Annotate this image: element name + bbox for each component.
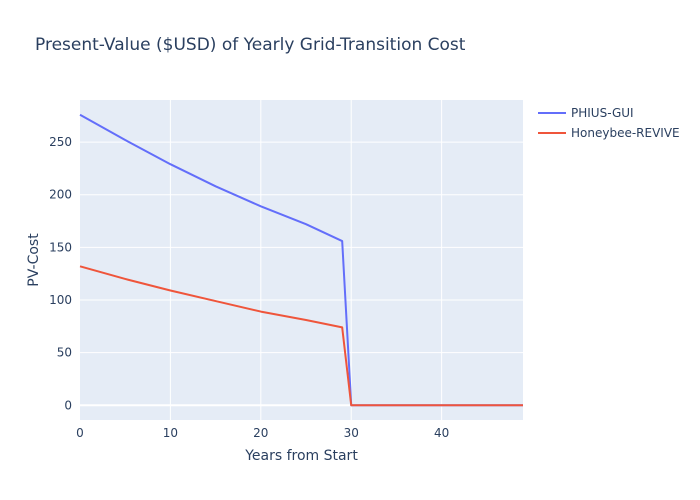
- y-axis-ticks: 0 50 100 150 200 250: [49, 135, 72, 412]
- y-tick-label: 50: [57, 346, 72, 360]
- series-line: [79, 265, 523, 407]
- y-tick-label: 200: [49, 188, 72, 202]
- x-axis-title: Years from Start: [244, 448, 358, 464]
- chart-title: Present-Value ($USD) of Yearly Grid-Tran…: [35, 35, 466, 55]
- x-tick-label: 20: [253, 426, 268, 440]
- legend: PHIUS-GUI Honeybee-REVIVE: [538, 106, 680, 140]
- legend-label: PHIUS-GUI: [571, 106, 634, 120]
- plot-area: [80, 100, 523, 420]
- x-tick-label: 0: [76, 426, 84, 440]
- y-tick-label: 150: [49, 240, 72, 254]
- y-axis-title: PV-Cost: [26, 233, 42, 287]
- legend-label: Honeybee-REVIVE: [571, 126, 680, 140]
- y-tick-label: 0: [64, 398, 72, 412]
- y-tick-label: 250: [49, 135, 72, 149]
- x-tick-label: 10: [163, 426, 178, 440]
- x-tick-label: 40: [434, 426, 449, 440]
- y-tick-label: 100: [49, 293, 72, 307]
- x-axis-ticks: 0 10 20 30 40: [76, 426, 449, 440]
- series-lines: [79, 113, 523, 407]
- x-tick-label: 30: [344, 426, 359, 440]
